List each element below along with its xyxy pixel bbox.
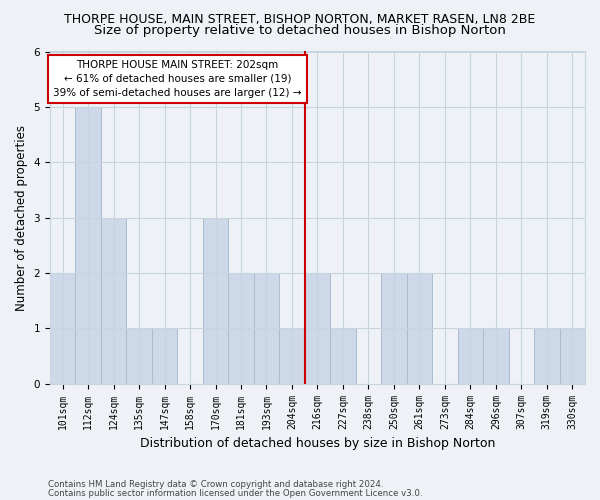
Text: Contains HM Land Registry data © Crown copyright and database right 2024.: Contains HM Land Registry data © Crown c… xyxy=(48,480,383,489)
Text: THORPE HOUSE, MAIN STREET, BISHOP NORTON, MARKET RASEN, LN8 2BE: THORPE HOUSE, MAIN STREET, BISHOP NORTON… xyxy=(64,12,536,26)
Bar xyxy=(330,328,356,384)
Bar xyxy=(101,218,127,384)
Bar xyxy=(534,328,560,384)
Y-axis label: Number of detached properties: Number of detached properties xyxy=(15,124,28,310)
Bar xyxy=(305,273,330,384)
Bar xyxy=(228,273,254,384)
Text: Contains public sector information licensed under the Open Government Licence v3: Contains public sector information licen… xyxy=(48,488,422,498)
Bar xyxy=(152,328,178,384)
Bar xyxy=(127,328,152,384)
Bar xyxy=(381,273,407,384)
Bar xyxy=(407,273,432,384)
Bar xyxy=(254,273,279,384)
Bar xyxy=(50,273,76,384)
Bar xyxy=(483,328,509,384)
X-axis label: Distribution of detached houses by size in Bishop Norton: Distribution of detached houses by size … xyxy=(140,437,495,450)
Bar xyxy=(203,218,228,384)
Bar xyxy=(76,107,101,384)
Text: THORPE HOUSE MAIN STREET: 202sqm
← 61% of detached houses are smaller (19)
39% o: THORPE HOUSE MAIN STREET: 202sqm ← 61% o… xyxy=(53,60,302,98)
Bar xyxy=(458,328,483,384)
Bar xyxy=(279,328,305,384)
Text: Size of property relative to detached houses in Bishop Norton: Size of property relative to detached ho… xyxy=(94,24,506,37)
Bar xyxy=(560,328,585,384)
